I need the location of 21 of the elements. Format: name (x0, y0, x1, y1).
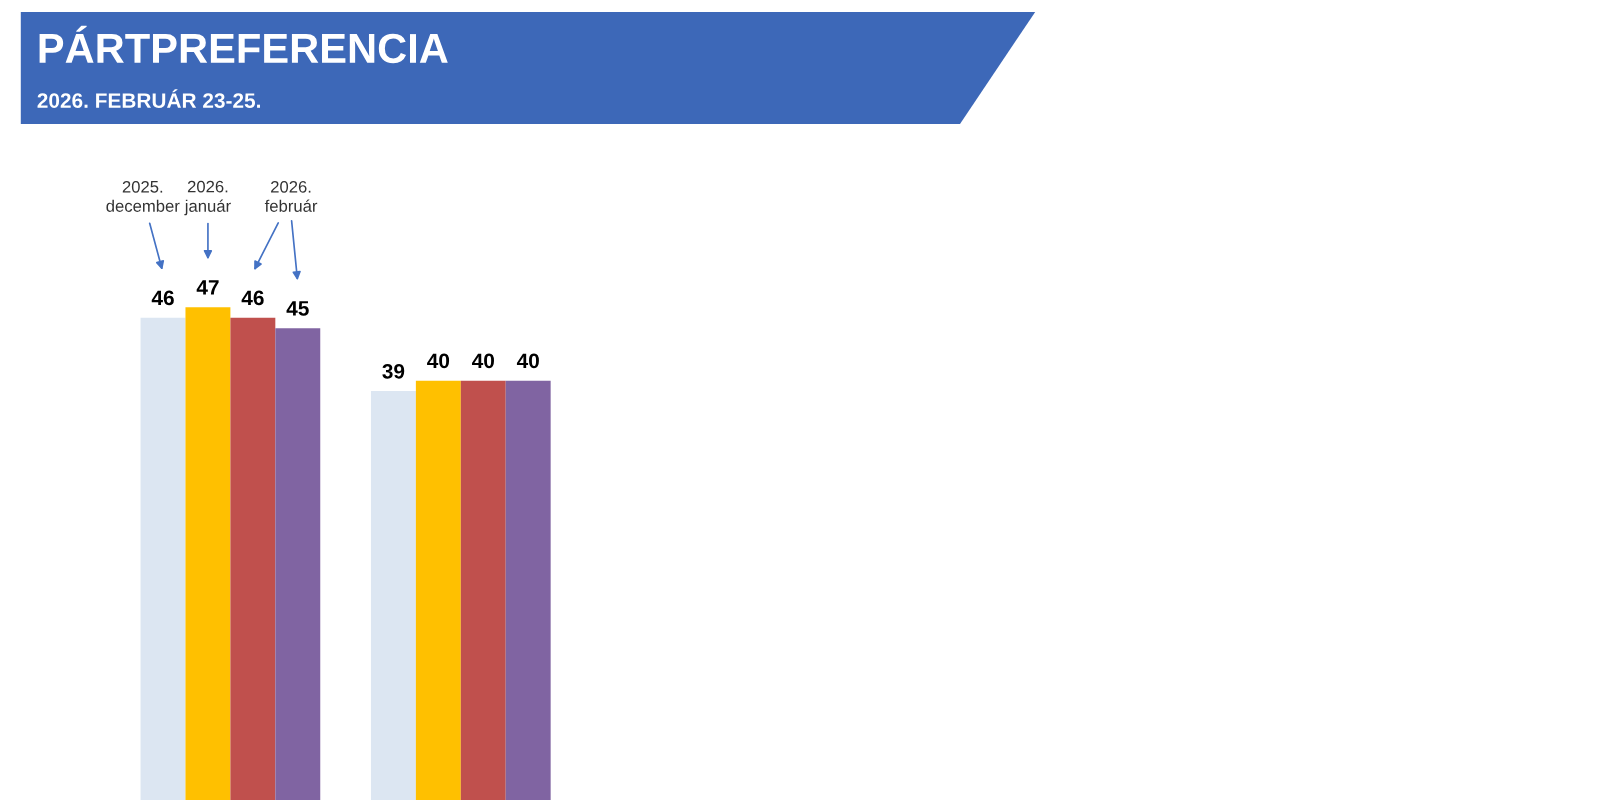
text: 2026. február (264, 180, 318, 212)
data-label: 40 (471, 353, 494, 369)
chart-subtitle: 2026. FEBRUÁR 23-25. (37, 89, 260, 109)
bar (505, 380, 551, 800)
text: 2025. december (106, 180, 180, 212)
data-label: 47 (196, 280, 219, 295)
bar (140, 317, 186, 800)
data-label: 45 (286, 301, 309, 316)
data-label: 46 (151, 290, 174, 306)
chart-title: PÁRTPREFERENCIA (39, 25, 448, 64)
bar (460, 380, 506, 800)
bar (185, 307, 231, 800)
data-label: 40 (427, 353, 450, 369)
data-label: 40 (516, 353, 539, 369)
data-label: 39 (382, 363, 405, 379)
bar (415, 380, 461, 800)
bar (275, 328, 321, 800)
data-label: 46 (241, 290, 264, 306)
bar (230, 317, 276, 800)
bar (370, 391, 416, 800)
text: 2026. január (184, 180, 231, 216)
